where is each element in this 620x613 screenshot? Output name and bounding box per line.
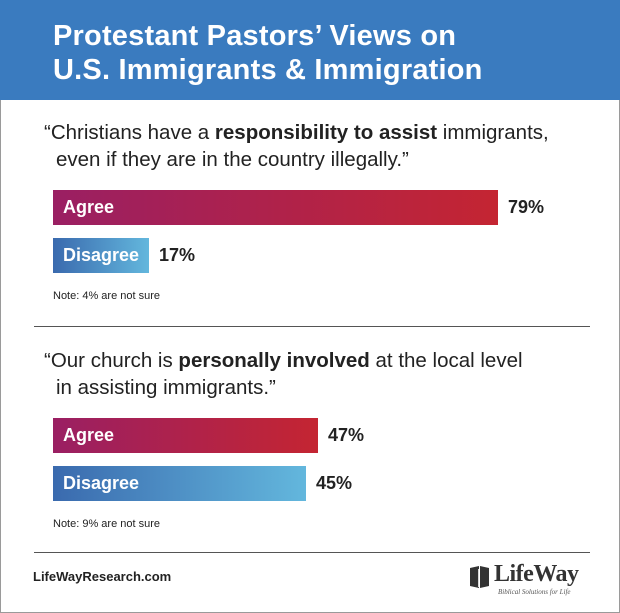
- title-line-2: U.S. Immigrants & Immigration: [53, 54, 483, 86]
- lifeway-logo: LifeWay Biblical Solutions for Life: [466, 558, 586, 598]
- chart-2-value-agree: 47%: [328, 425, 365, 445]
- logo-tagline: Biblical Solutions for Life: [498, 588, 571, 596]
- statement-1-line1-post: immigrants,: [437, 121, 549, 144]
- statement-1: “Christians have a responsibility to ass…: [44, 119, 549, 173]
- chart-2-bar-disagree: Disagree: [53, 466, 306, 501]
- chart-1-note: Note: 4% are not sure: [53, 290, 161, 302]
- statement-1-line2: even if they are in the country illegall…: [56, 148, 409, 171]
- chart-2-value-disagree: 45%: [316, 473, 353, 493]
- chart-1-category-agree: Agree: [63, 197, 115, 217]
- website-link[interactable]: LifeWayResearch.com: [33, 569, 172, 584]
- chart-2-category-disagree: Disagree: [63, 473, 140, 493]
- lifeway-mark-icon: [470, 566, 489, 588]
- statement-2-line2: in assisting immigrants.”: [56, 376, 276, 399]
- statement-2-line1-post: at the local level: [369, 349, 523, 372]
- logo-name: LifeWay: [494, 561, 579, 587]
- statement-2-line1-pre: “Our church is: [44, 349, 179, 372]
- statement-1-line1-pre: “Christians have a: [44, 121, 215, 144]
- chart-1-value-disagree: 17%: [159, 245, 196, 265]
- statement-1-line1-bold: responsibility to assist: [214, 121, 438, 144]
- chart-1-bar-disagree: Disagree: [53, 238, 149, 273]
- statement-2: “Our church is personally involved at th…: [44, 347, 523, 401]
- chart-1-category-disagree: Disagree: [63, 245, 140, 265]
- chart-1-bar-agree: Agree: [53, 190, 498, 225]
- header-banner: Protestant Pastors’ Views on U.S. Immigr…: [0, 0, 620, 100]
- chart-2-note: Note: 9% are not sure: [53, 518, 161, 530]
- chart-2-bar-agree: Agree: [53, 418, 318, 453]
- statement-2-line1-bold: personally involved: [178, 349, 370, 372]
- section-divider: [34, 326, 590, 327]
- footer-divider: [34, 552, 590, 553]
- chart-2-category-agree: Agree: [63, 425, 115, 445]
- title-line-1: Protestant Pastors’ Views on: [53, 20, 457, 52]
- chart-1-value-agree: 79%: [508, 197, 545, 217]
